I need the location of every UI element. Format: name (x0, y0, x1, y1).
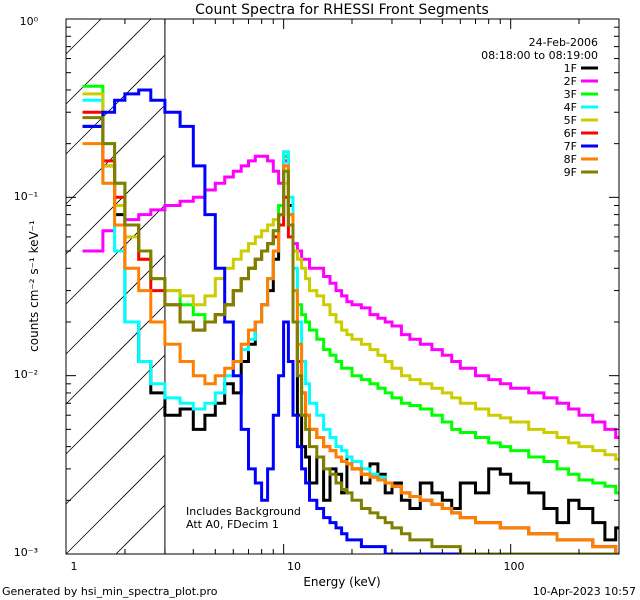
y-axis-label: counts cm⁻² s⁻¹ keV⁻¹ (27, 220, 41, 352)
y-tick-label-1e-2: 10⁻² (14, 368, 38, 381)
legend-label-8F: 8F (564, 153, 577, 166)
x-axis-label: Energy (keV) (303, 575, 380, 589)
series-8F-line (82, 142, 619, 554)
footer-generated-by: Generated by hsi_min_spectra_plot.pro (2, 585, 218, 598)
series-layer (82, 84, 619, 554)
hatch-line (65, 404, 166, 505)
legend-date: 24-Feb-2006 (529, 36, 598, 49)
legend-label-9F: 9F (564, 166, 577, 179)
legend-label-3F: 3F (564, 88, 577, 101)
hatch-line (65, 18, 152, 105)
series-7F-line (82, 88, 619, 554)
x-tick-label-100: 100 (504, 560, 525, 573)
hatched-region (65, 18, 166, 555)
legend-label-2F: 2F (564, 75, 577, 88)
series-9F-line (82, 116, 619, 554)
legend-label-6F: 6F (564, 127, 577, 140)
annotation-background: Includes Background (186, 505, 301, 518)
axis-ticks (66, 19, 620, 555)
y-tick-label-1e-3: 10⁻³ (14, 546, 38, 559)
hatch-line (115, 504, 166, 555)
series-5F-line (82, 92, 619, 461)
series-1F-line (82, 124, 619, 542)
hatch-line (65, 254, 166, 355)
legend-label-5F: 5F (564, 114, 577, 127)
footer-timestamp: 10-Apr-2023 10:57 (533, 585, 636, 598)
plot-frame (65, 18, 620, 555)
hatch-line (65, 204, 166, 305)
x-tick-label-1: 1 (71, 560, 78, 573)
hatch-line (65, 18, 102, 55)
legend-label-4F: 4F (564, 101, 577, 114)
annotation-attenuator: Att A0, FDecim 1 (186, 518, 279, 531)
chart-title: Count Spectra for RHESSI Front Segments (195, 2, 489, 18)
y-tick-label-1e-1: 10⁻¹ (14, 190, 38, 203)
legend-label-1F: 1F (564, 62, 577, 75)
hatch-line (65, 354, 166, 455)
hatch-line (65, 304, 166, 405)
x-tick-label-10: 10 (287, 560, 301, 573)
legend-time-range: 08:18:00 to 08:19:00 (481, 49, 598, 62)
series-2F-line (82, 154, 619, 439)
y-tick-label-1e0: 10⁰ (20, 15, 39, 28)
hatch-line (65, 454, 166, 555)
legend-label-7F: 7F (564, 140, 577, 153)
